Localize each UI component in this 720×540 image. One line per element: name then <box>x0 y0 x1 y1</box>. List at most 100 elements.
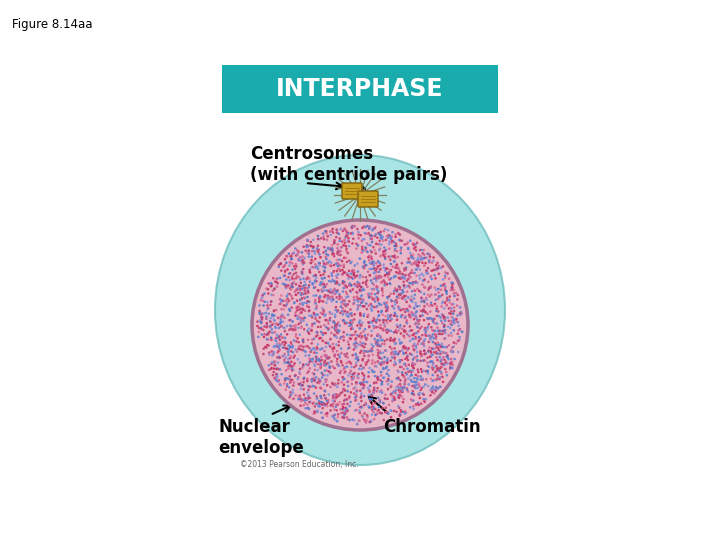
Point <box>364 395 375 403</box>
Point <box>430 343 441 352</box>
Point <box>412 262 423 271</box>
Point <box>353 301 364 309</box>
Point <box>306 247 318 255</box>
Point <box>287 283 298 292</box>
Point <box>388 407 400 415</box>
Point <box>427 365 438 374</box>
Point <box>432 323 444 332</box>
Point <box>381 280 392 288</box>
Point <box>294 316 306 325</box>
Point <box>277 343 289 352</box>
Point <box>429 300 441 308</box>
Point <box>368 386 379 394</box>
Point <box>354 295 366 303</box>
Point <box>426 282 437 291</box>
Point <box>406 287 418 295</box>
Point <box>389 297 400 306</box>
Point <box>422 358 433 367</box>
Point <box>342 415 354 424</box>
Point <box>333 251 344 259</box>
Point <box>395 285 406 294</box>
Point <box>428 334 439 342</box>
Point <box>442 353 454 362</box>
Point <box>435 349 446 358</box>
Point <box>369 246 380 254</box>
Point <box>304 266 315 274</box>
Point <box>274 335 286 344</box>
Point <box>286 292 297 300</box>
Point <box>341 330 353 339</box>
Point <box>320 359 332 368</box>
Point <box>366 359 378 368</box>
Point <box>391 264 402 272</box>
Point <box>288 336 300 345</box>
Point <box>306 263 318 272</box>
Point <box>349 393 361 402</box>
Point <box>293 345 305 353</box>
Point <box>444 296 455 305</box>
Point <box>446 329 457 338</box>
Point <box>408 244 420 253</box>
Point <box>282 358 293 367</box>
Point <box>323 359 335 367</box>
Point <box>339 409 351 418</box>
Point <box>400 308 411 316</box>
Point <box>374 310 385 319</box>
Point <box>281 366 292 375</box>
Point <box>372 336 384 345</box>
Point <box>426 301 437 309</box>
Point <box>341 350 352 359</box>
Point <box>294 392 305 400</box>
Point <box>401 276 413 285</box>
Point <box>302 288 314 297</box>
Point <box>390 272 401 280</box>
Point <box>310 291 322 300</box>
Point <box>341 289 353 298</box>
Point <box>405 395 417 404</box>
Point <box>313 356 325 365</box>
Point <box>319 312 330 320</box>
Point <box>298 255 310 264</box>
Point <box>454 303 466 312</box>
Point <box>377 348 389 357</box>
Point <box>279 255 291 264</box>
Point <box>305 382 316 391</box>
Point <box>389 238 400 246</box>
Point <box>352 294 364 303</box>
Point <box>400 407 411 416</box>
Point <box>438 321 450 330</box>
Point <box>372 273 384 282</box>
Point <box>297 289 309 298</box>
Point <box>422 309 433 318</box>
Point <box>413 287 425 295</box>
Point <box>407 280 418 289</box>
Point <box>359 261 371 270</box>
Point <box>436 360 448 369</box>
Point <box>336 333 347 341</box>
Point <box>359 343 370 352</box>
Point <box>354 316 366 325</box>
Point <box>297 260 309 268</box>
Point <box>310 255 321 264</box>
Point <box>309 276 320 285</box>
Point <box>347 415 359 424</box>
Point <box>282 252 293 261</box>
Point <box>384 275 395 284</box>
Point <box>336 243 347 252</box>
Point <box>389 328 400 336</box>
Point <box>267 350 279 359</box>
Point <box>379 281 390 289</box>
Point <box>351 293 362 301</box>
Point <box>353 228 364 237</box>
Point <box>325 368 337 377</box>
Point <box>448 289 459 298</box>
Point <box>360 244 372 252</box>
Point <box>323 293 334 301</box>
Point <box>312 322 324 331</box>
Point <box>374 268 385 276</box>
Point <box>414 394 426 402</box>
Point <box>286 340 297 349</box>
Point <box>318 259 330 268</box>
Point <box>364 252 375 261</box>
Point <box>383 252 395 261</box>
